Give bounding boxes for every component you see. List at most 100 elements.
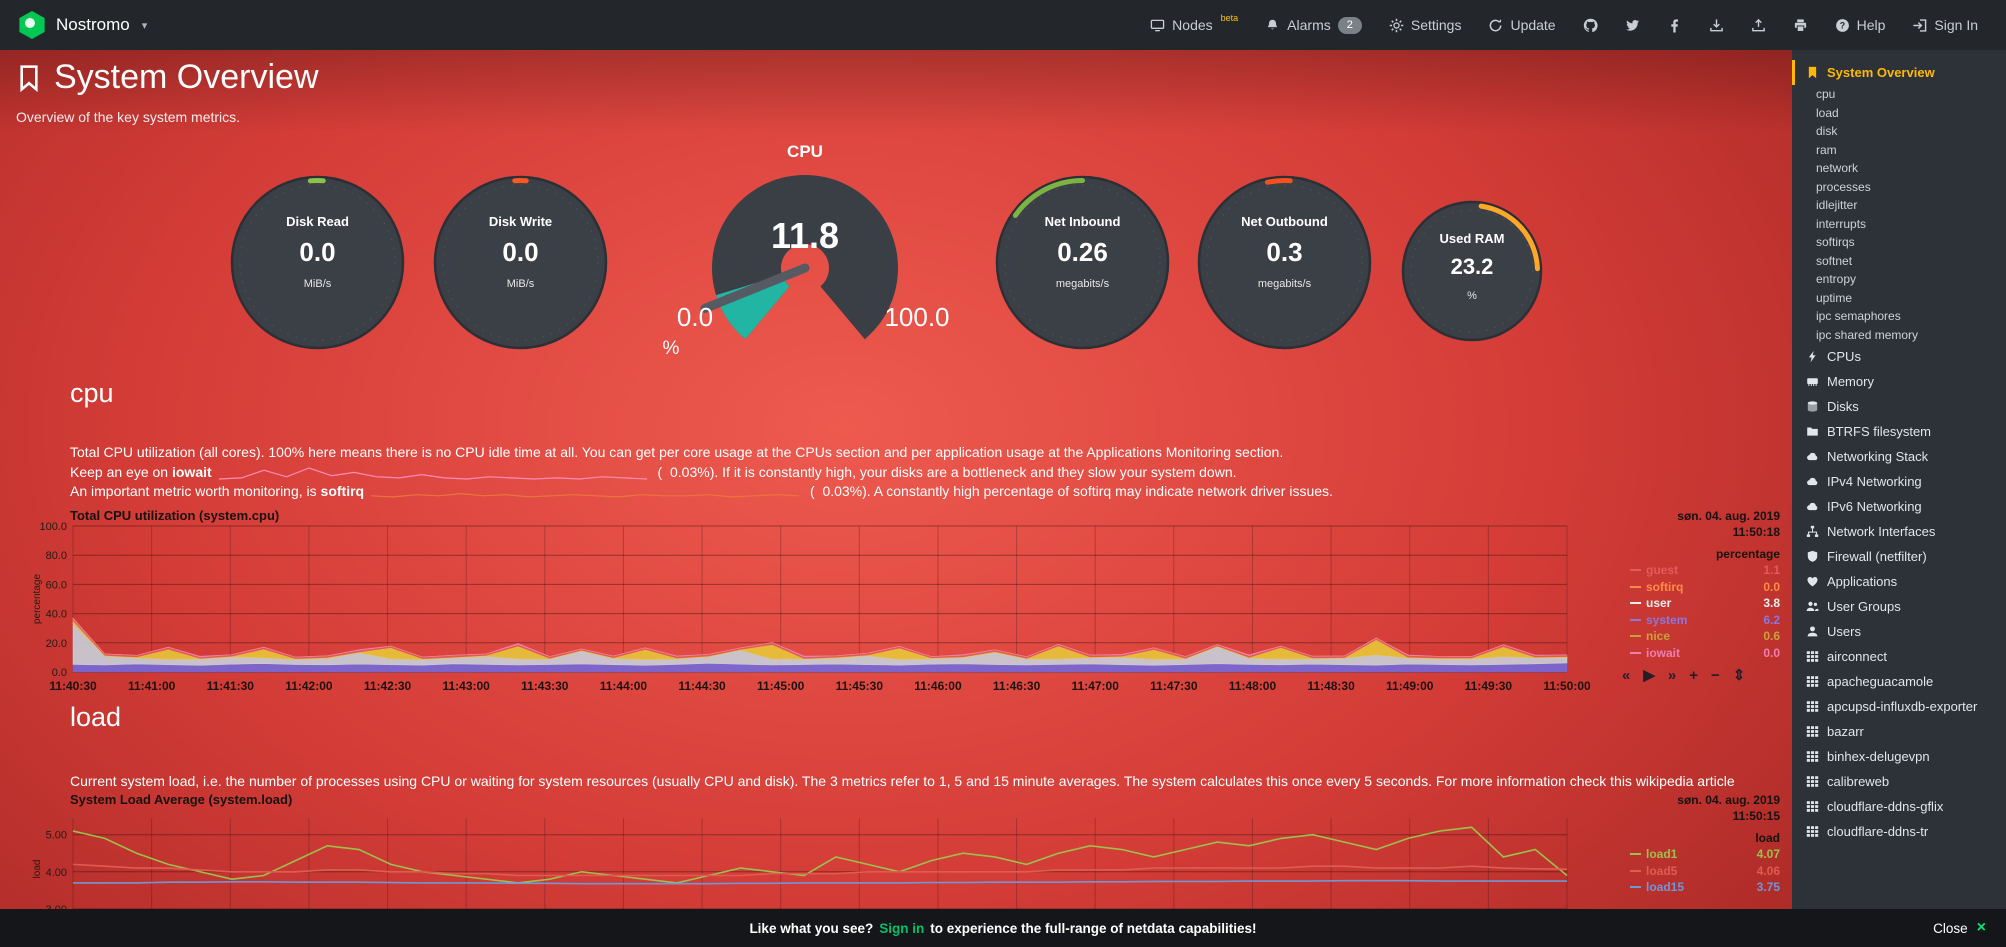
svg-text:80.0: 80.0	[46, 550, 67, 562]
sidebar-item-users[interactable]: Users	[1792, 619, 2006, 644]
legend-value: 1.1	[1763, 563, 1780, 577]
chart-plot[interactable]: 0.0 20.0 40.0 60.0 80.0 100.0 11:40:30 11:41:00…	[30, 522, 1590, 702]
alarm-count-badge: 2	[1337, 16, 1362, 34]
resize-button[interactable]: ⇕	[1732, 667, 1746, 684]
sidebar-item-memory[interactable]: Memory	[1792, 369, 2006, 394]
chevron-down-icon: ▾	[141, 19, 148, 32]
legend-swatch	[1630, 602, 1641, 605]
signin-link[interactable]: Sign in	[879, 920, 925, 936]
sidebar-item-networking-stack[interactable]: Networking Stack	[1792, 444, 2006, 469]
sidebar-item-bazarr[interactable]: bazarr	[1792, 719, 2006, 744]
sidebar-item-cpus[interactable]: CPUs	[1792, 344, 2006, 369]
nav-settings[interactable]: Settings	[1389, 17, 1461, 33]
gauge-used-ram[interactable]: Used RAM 23.2%	[1401, 200, 1543, 342]
sidebar-item-softnet[interactable]: softnet	[1792, 252, 2006, 271]
nav-print[interactable]	[1793, 18, 1808, 33]
sidebar-item-processes[interactable]: processes	[1792, 178, 2006, 197]
sidebar-item-ipv4-networking[interactable]: IPv4 Networking	[1792, 469, 2006, 494]
gauge-title: Disk Write	[488, 214, 553, 229]
svg-text:%: %	[663, 338, 680, 359]
legend-row-user[interactable]: user 3.8	[1630, 595, 1780, 612]
user-icon	[1806, 623, 1819, 638]
nav-alarms[interactable]: Alarms 2	[1265, 16, 1362, 34]
gauge-net-inbound[interactable]: Net Inbound 0.26 megabits/s	[995, 175, 1170, 350]
nav-update[interactable]: Update	[1488, 17, 1556, 33]
nav-export[interactable]	[1751, 18, 1766, 33]
legend-row-nice[interactable]: nice 0.6	[1630, 628, 1780, 645]
sidebar-item-idlejitter[interactable]: idlejitter	[1792, 196, 2006, 215]
svg-text:11:41:00: 11:41:00	[128, 679, 176, 693]
sidebar-item-ram[interactable]: ram	[1792, 141, 2006, 160]
brand-selector[interactable]: Nostromo ▾	[18, 11, 147, 39]
play-button[interactable]: ▶	[1643, 667, 1655, 684]
load-description: Current system load, i.e. the number of …	[70, 773, 1735, 789]
sidebar-item-firewall-netfilter[interactable]: Firewall (netfilter)	[1792, 544, 2006, 569]
nav-facebook[interactable]	[1667, 18, 1682, 33]
nav-signin[interactable]: Sign In	[1912, 17, 1978, 33]
legend-row-system[interactable]: system 6.2	[1630, 612, 1780, 629]
cpu-gauge[interactable]: CPU 11.8 0.0 100.0%	[650, 142, 960, 390]
download-icon	[1709, 18, 1724, 33]
legend-value: 4.07	[1756, 847, 1780, 861]
sidebar-item-softirqs[interactable]: softirqs	[1792, 233, 2006, 252]
legend-row-guest[interactable]: guest 1.1	[1630, 562, 1780, 579]
sidebar-item-cloudflare-ddns-gflix[interactable]: cloudflare-ddns-gflix	[1792, 794, 2006, 819]
legend-name: softirq	[1646, 579, 1684, 594]
legend-name: user	[1646, 596, 1672, 610]
legend-row-load15[interactable]: load15 3.75	[1630, 879, 1780, 896]
gauge-disk-read[interactable]: Disk Read 0.0 MiB/s	[230, 175, 405, 350]
sidebar-item-uptime[interactable]: uptime	[1792, 289, 2006, 308]
sidebar-item-calibreweb[interactable]: calibreweb	[1792, 769, 2006, 794]
sidebar-item-apcupsd-influxdb-exporter[interactable]: apcupsd-influxdb-exporter	[1792, 694, 2006, 719]
legend-row-load5[interactable]: load5 4.06	[1630, 863, 1780, 880]
gauge-value: 0.3	[1266, 237, 1303, 267]
sidebar-item-network-interfaces[interactable]: Network Interfaces	[1792, 519, 2006, 544]
nav-nodes[interactable]: Nodes beta	[1150, 13, 1238, 33]
pan-forward-button[interactable]: »	[1667, 667, 1677, 684]
legend-row-softirq[interactable]: softirq 0.0	[1630, 579, 1780, 596]
nav-twitter[interactable]	[1625, 18, 1640, 33]
sidebar-item-applications[interactable]: Applications	[1792, 569, 2006, 594]
page-title: System Overview	[16, 58, 319, 97]
disks-icon	[1806, 398, 1819, 413]
sidebar-item-load[interactable]: load	[1792, 104, 2006, 123]
close-label: Close	[1933, 920, 1968, 936]
sidebar-item-ipc-semaphores[interactable]: ipc semaphores	[1792, 307, 2006, 326]
nav-github[interactable]	[1583, 18, 1598, 33]
legend-row-load1[interactable]: load1 4.07	[1630, 846, 1780, 863]
pan-backward-button[interactable]: «	[1622, 667, 1631, 684]
sidebar-item-airconnect[interactable]: airconnect	[1792, 644, 2006, 669]
gauge-net-outbound[interactable]: Net Outbound 0.3 megabits/s	[1197, 175, 1372, 350]
sidebar-item-binhex-delugevpn[interactable]: binhex-delugevpn	[1792, 744, 2006, 769]
sidebar-item-label: Networking Stack	[1827, 449, 1929, 464]
nav-import[interactable]	[1709, 18, 1724, 33]
sidebar-item-cpu[interactable]: cpu	[1792, 85, 2006, 104]
sidebar-item-disk[interactable]: disk	[1792, 122, 2006, 141]
sidebar-item-apacheguacamole[interactable]: apacheguacamole	[1792, 669, 2006, 694]
sidebar-item-ipv6-networking[interactable]: IPv6 Networking	[1792, 494, 2006, 519]
sidebar-item-entropy[interactable]: entropy	[1792, 270, 2006, 289]
grid-icon	[1806, 823, 1819, 838]
sidebar-item-interrupts[interactable]: interrupts	[1792, 215, 2006, 234]
sidebar-item-btrfs-filesystem[interactable]: BTRFS filesystem	[1792, 419, 2006, 444]
banner-close-button[interactable]: Close ×	[1933, 919, 1986, 937]
load-section-text: Current system load, i.e. the number of …	[70, 772, 1735, 792]
github-icon	[1583, 18, 1598, 33]
gauge-disk-write[interactable]: Disk Write 0.0 MiB/s	[433, 175, 608, 350]
nav-help[interactable]: ? Help	[1835, 17, 1885, 33]
sidebar-item-system-overview[interactable]: System Overview	[1792, 60, 2006, 85]
sidebar-item-network[interactable]: network	[1792, 159, 2006, 178]
sidebar-item-disks[interactable]: Disks	[1792, 394, 2006, 419]
sidebar-item-cloudflare-ddns-tr[interactable]: cloudflare-ddns-tr	[1792, 819, 2006, 844]
sidebar-item-user-groups[interactable]: User Groups	[1792, 594, 2006, 619]
legend-row-iowait[interactable]: iowait 0.0	[1630, 645, 1780, 662]
cpu-description: Total CPU utilization (all cores). 100% …	[70, 444, 1284, 460]
legend-value: 0.0	[1763, 579, 1780, 594]
svg-text:4.00: 4.00	[46, 867, 67, 879]
zoom-out-button[interactable]: −	[1711, 667, 1720, 684]
sidebar-item-ipc-shared-memory[interactable]: ipc shared memory	[1792, 326, 2006, 345]
sidebar-item-label: disk	[1816, 124, 1838, 138]
zoom-in-button[interactable]: +	[1689, 667, 1698, 684]
cloud-icon	[1806, 498, 1819, 513]
